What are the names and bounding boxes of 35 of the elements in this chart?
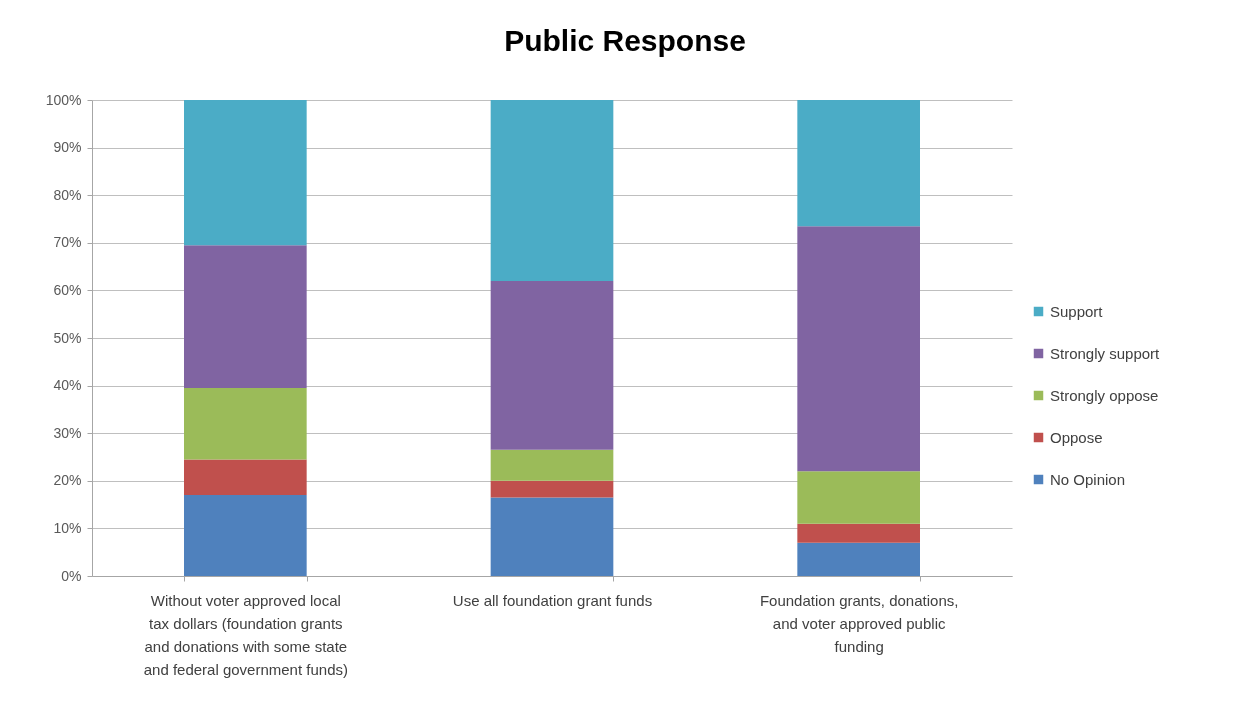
x-tick-label: Foundation grants, donations, and voter approved public funding <box>759 591 959 655</box>
y-tick-label: 80% <box>53 186 82 203</box>
bar <box>797 523 920 543</box>
bar <box>184 459 307 496</box>
bar <box>797 100 920 227</box>
y-tick-label: 100% <box>45 91 82 108</box>
y-tick-label: 90% <box>53 139 82 156</box>
chart-title: Public Response <box>504 24 746 57</box>
bar <box>184 100 307 246</box>
legend-label: Support <box>1050 302 1104 320</box>
bar <box>490 480 614 498</box>
bar <box>797 542 920 576</box>
legend-label: Strongly oppose <box>1050 386 1159 404</box>
bar <box>184 245 307 388</box>
legend-label: No Opinion <box>1050 470 1126 488</box>
x-tick-label: Without voter approved local tax dollars (foundation grants and donations with some state and federal government funds) <box>143 591 348 678</box>
legend-label: Strongly support <box>1050 344 1161 362</box>
y-tick-label: 20% <box>53 472 82 489</box>
bar <box>490 497 614 576</box>
legend-label: Oppose <box>1050 428 1103 446</box>
y-tick-label: 30% <box>53 424 82 441</box>
y-tick-label: 0% <box>61 567 82 584</box>
y-tick-label: 60% <box>53 281 82 298</box>
y-tick-label: 40% <box>53 377 82 394</box>
y-tick-label: 70% <box>53 234 82 251</box>
bar <box>490 280 614 450</box>
bar <box>184 387 307 460</box>
x-tick-label: Use all foundation grant funds <box>452 591 653 609</box>
bar <box>184 495 307 576</box>
bar <box>490 100 614 281</box>
y-tick-label: 50% <box>53 329 82 346</box>
bar <box>490 449 614 481</box>
y-tick-label: 10% <box>53 519 82 536</box>
bar <box>797 226 920 472</box>
bar <box>797 471 920 524</box>
